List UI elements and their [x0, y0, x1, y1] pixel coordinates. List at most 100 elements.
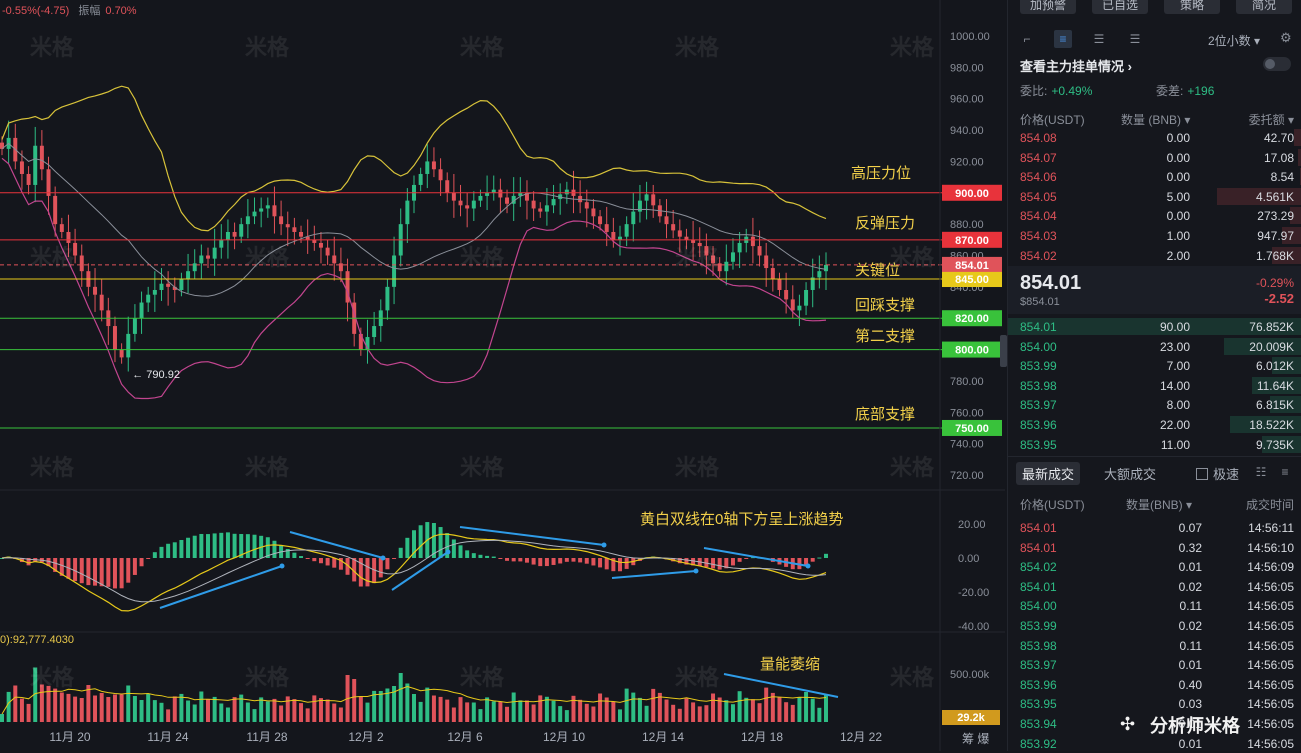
bid-row[interactable]: 854.01 90.00 76.852K: [1008, 317, 1301, 337]
candle-body: [724, 261, 729, 272]
trade-header-qty[interactable]: 数量(BNB) ▾: [1126, 498, 1193, 512]
ob-header-qty[interactable]: 数量 (BNB) ▾: [1121, 113, 1191, 127]
row-price: 854.02: [1020, 248, 1057, 263]
bid-row[interactable]: 853.98 14.00 11.64K: [1008, 376, 1301, 396]
ob-header-total[interactable]: 委托额 ▾: [1248, 113, 1294, 127]
macd-histogram-bar: [192, 535, 197, 558]
asks-view-icon[interactable]: ☰: [1129, 32, 1141, 46]
ask-row[interactable]: 854.02 2.00 1.768K: [1008, 246, 1301, 266]
trade-row: 853.98 0.11 14:56:05: [1008, 636, 1301, 656]
candle-body: [551, 199, 556, 206]
strategy-button[interactable]: 策略: [1164, 0, 1220, 14]
watermark: 米格: [460, 455, 505, 480]
trend-arrow: [159, 565, 283, 609]
volume-bar: [372, 690, 377, 722]
main-flow-toggle[interactable]: [1263, 57, 1291, 71]
volume-bar: [352, 679, 357, 722]
precision-select[interactable]: 2位小数 ▾: [1208, 34, 1261, 48]
macd-histogram-bar: [159, 546, 164, 558]
trade-qty: 0.01: [1178, 717, 1202, 731]
trade-row: 854.01 0.02 14:56:05: [1008, 577, 1301, 597]
candle-body: [677, 230, 682, 237]
row-price: 854.05: [1020, 189, 1057, 204]
watermark: 米格: [890, 35, 935, 60]
ask-row[interactable]: 854.03 1.00 947.97: [1008, 226, 1301, 246]
fast-checkbox[interactable]: 极速: [1196, 464, 1239, 483]
both-sides-view-icon[interactable]: ≡: [1054, 30, 1072, 48]
level-tag: [942, 231, 1002, 248]
candle-body: [418, 173, 423, 185]
panel-resize-handle[interactable]: [1000, 335, 1007, 367]
candle-body: [152, 289, 157, 295]
row-qty: 90.00: [1159, 320, 1190, 334]
chart-area[interactable]: 1000.00 980.00 960.00 940.00 920.00 880.00 860…: [0, 0, 1005, 751]
volume-bar: [73, 696, 78, 722]
kline-chart[interactable]: 1000.00980.00960.00940.00920.00880.00860…: [0, 0, 1005, 751]
annotation-key-level: 关键位: [855, 262, 901, 279]
macd-histogram-bar: [684, 558, 689, 565]
watermark: 米格: [890, 665, 935, 690]
ask-row[interactable]: 854.05 5.00 4.561K: [1008, 187, 1301, 207]
brand-name: 分析师米格: [1150, 716, 1240, 736]
bottom-tool-labels[interactable]: 筹 爆: [962, 732, 990, 746]
candle-body: [558, 194, 563, 200]
trade-price: 853.99: [1020, 619, 1057, 633]
bid-row[interactable]: 853.97 8.00 6.815K: [1008, 395, 1301, 415]
macd-tick-label: -20.00: [958, 587, 989, 599]
bids-view-icon[interactable]: ☰: [1093, 32, 1105, 46]
compact-view-icon[interactable]: ⌐: [1023, 32, 1031, 46]
macd-histogram-bar: [26, 558, 31, 566]
tab-latest-trades[interactable]: 最新成交: [1016, 462, 1081, 485]
watermark: 米格: [30, 35, 75, 60]
bid-row[interactable]: 854.00 23.00 20.009K: [1008, 337, 1301, 357]
volume-bar: [824, 694, 828, 722]
macd-histogram-bar: [93, 558, 98, 586]
list-icon[interactable]: ≡: [1281, 465, 1289, 479]
trade-time: 14:56:05: [1247, 658, 1294, 673]
candle-body: [206, 255, 210, 259]
main-flow-link[interactable]: 查看主力挂单情况 ›: [1020, 59, 1132, 74]
macd-histogram-bar: [212, 533, 217, 558]
macd-histogram-bar: [677, 558, 682, 564]
trend-arrow: [611, 570, 697, 579]
volume-bar: [305, 708, 310, 722]
annotation-volume-shrink: 量能萎缩: [760, 656, 821, 673]
ask-row[interactable]: 854.07 0.00 17.08: [1008, 148, 1301, 168]
volume-bar: [206, 699, 210, 722]
price-change: -0.55%(-4.75): [2, 5, 70, 17]
watermark: 米格: [245, 245, 290, 270]
volume-bar: [471, 702, 476, 722]
price-tick-label: 980.00: [950, 62, 984, 74]
volume-bar: [425, 687, 430, 722]
price-tick-label: 940.00: [950, 125, 984, 137]
bid-row[interactable]: 853.95 11.00 9.735K: [1008, 435, 1301, 455]
candle-body: [259, 208, 264, 212]
ask-row[interactable]: 854.04 0.00 273.29: [1008, 206, 1301, 226]
ask-row[interactable]: 854.06 0.00 8.54: [1008, 167, 1301, 187]
watermark: 米格: [30, 665, 75, 690]
volume-bar: [33, 667, 38, 722]
bid-row[interactable]: 853.99 7.00 6.012K: [1008, 356, 1301, 376]
volume-bar: [664, 699, 669, 722]
row-price: 854.07: [1020, 150, 1057, 165]
macd-histogram-bar: [146, 558, 151, 559]
price-tick-label: 780.00: [950, 376, 984, 388]
volume-bar: [385, 688, 390, 722]
candle-body: [777, 279, 782, 290]
macd-dea-line: [1, 539, 827, 603]
level-tag-label: 900.00: [955, 188, 989, 200]
trade-row: 853.97 0.01 14:56:05: [1008, 655, 1301, 675]
bid-row[interactable]: 853.96 22.00 18.522K: [1008, 415, 1301, 435]
favorited-button[interactable]: 已自选: [1092, 0, 1148, 14]
candle-body: [279, 216, 284, 225]
volume-bar: [239, 694, 244, 722]
add-alert-button[interactable]: 加预警: [1020, 0, 1076, 14]
filter-icon[interactable]: ☷: [1255, 465, 1267, 479]
row-price: 854.08: [1020, 131, 1057, 145]
tab-large-trades[interactable]: 大额成交: [1104, 467, 1157, 482]
macd-histogram-bar: [498, 558, 503, 559]
row-total: 18.522K: [1249, 418, 1294, 432]
ask-row[interactable]: 854.08 0.00 42.70: [1008, 128, 1301, 148]
overview-button[interactable]: 简况: [1236, 0, 1292, 14]
gear-icon[interactable]: ⚙: [1280, 30, 1292, 45]
